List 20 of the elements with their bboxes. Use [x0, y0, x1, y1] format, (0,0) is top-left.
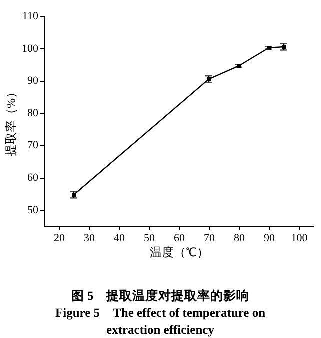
- x-tick-label: 40: [114, 232, 126, 244]
- x-tick-label: 100: [291, 232, 308, 244]
- y-tick-label: 110: [22, 10, 39, 22]
- x-tick-label: 20: [54, 232, 66, 244]
- caption: Figure 5 The effect of temperature on extraction efficiency: [54, 305, 267, 338]
- x-tick-label: 80: [234, 232, 246, 244]
- y-tick-label: 60: [28, 172, 39, 184]
- x-axis-title: 温度（℃）: [150, 246, 209, 260]
- x-tick-label: 90: [264, 232, 276, 244]
- y-tick-label: 80: [28, 107, 39, 120]
- x-tick-label: 30: [84, 232, 96, 244]
- caption: 图 5 提取温度对提取率的影响: [70, 288, 251, 305]
- x-tick-label: 60: [174, 232, 186, 244]
- y-tick-label: 50: [28, 204, 39, 216]
- x-tick-label: 70: [204, 232, 216, 244]
- y-axis-title: 提取率（%）: [4, 86, 18, 156]
- y-tick-label: 90: [28, 75, 39, 88]
- y-tick-label: 100: [22, 42, 39, 55]
- y-tick-label: 70: [28, 140, 39, 152]
- x-tick-label: 50: [144, 232, 156, 244]
